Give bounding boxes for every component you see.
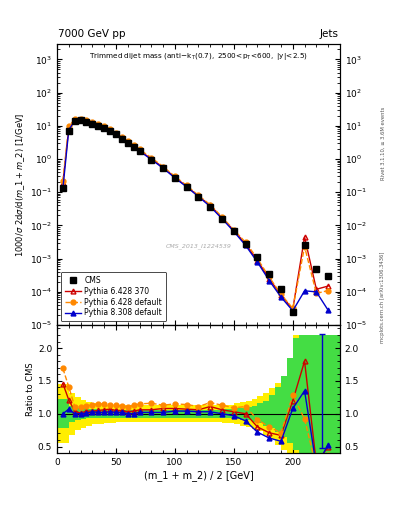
X-axis label: (m_1 + m_2) / 2 [GeV]: (m_1 + m_2) / 2 [GeV] (143, 470, 253, 481)
Text: Trimmed dijet mass $\mathregular{(anti\!-\!k_T(0.7),\ 2500\!<\!p_T\!<\!600,\ |y|: Trimmed dijet mass $\mathregular{(anti\!… (89, 51, 308, 61)
Text: mcplots.cern.ch [arXiv:1306.3436]: mcplots.cern.ch [arXiv:1306.3436] (380, 251, 385, 343)
Text: 7000 GeV pp: 7000 GeV pp (58, 29, 126, 39)
Text: CMS_2013_I1224539: CMS_2013_I1224539 (165, 243, 231, 249)
Y-axis label: Ratio to CMS: Ratio to CMS (26, 362, 35, 416)
Legend: CMS, Pythia 6.428 370, Pythia 6.428 default, Pythia 8.308 default: CMS, Pythia 6.428 370, Pythia 6.428 defa… (61, 272, 166, 322)
Text: Jets: Jets (320, 29, 339, 39)
Y-axis label: $1000/\sigma\ 2\mathrm{d}\sigma/\mathrm{d}(m\_1 + m\_2)\ [1/\mathrm{GeV}]$: $1000/\sigma\ 2\mathrm{d}\sigma/\mathrm{… (14, 112, 27, 257)
Text: Rivet 3.1.10, ≥ 3.6M events: Rivet 3.1.10, ≥ 3.6M events (380, 106, 385, 180)
